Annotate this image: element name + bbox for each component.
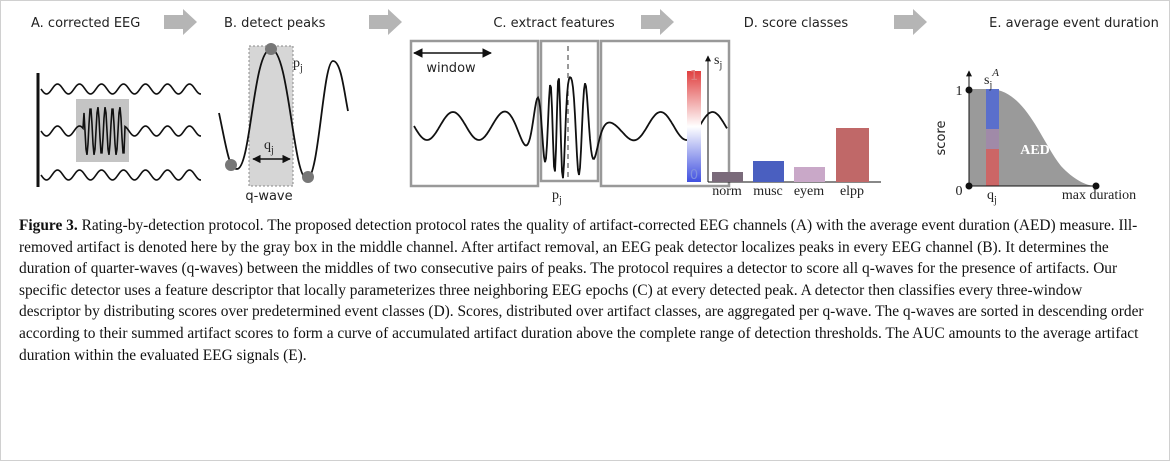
axis-dot: [965, 86, 973, 94]
panel-title: B. detect peaks: [224, 16, 326, 31]
caption-text: Rating-by-detection protocol. The propos…: [19, 217, 1144, 364]
eeg-wave: [218, 48, 349, 180]
x-end-label: max duration: [1062, 188, 1136, 203]
figure-caption: Figure 3. Rating-by-detection protocol. …: [19, 215, 1144, 366]
eeg-wave: [413, 75, 728, 179]
colorbar-tick: 0: [690, 168, 698, 183]
colorbar-tick: 1: [690, 69, 698, 84]
panel-title: E. average event duration: [989, 16, 1159, 31]
peak-label: pj: [293, 56, 303, 74]
class-label: norm: [712, 184, 742, 199]
label-base: q: [987, 188, 994, 203]
axis-dot: [965, 182, 973, 190]
label-base: p: [552, 188, 559, 203]
class-label: eyem: [794, 184, 824, 199]
q-wave-region: [248, 45, 294, 187]
score-label: sj: [714, 53, 722, 71]
score-label: sjA: [984, 67, 999, 91]
class-label: elpp: [840, 184, 864, 199]
axis-dot: [1092, 182, 1100, 190]
class-label: musc: [753, 184, 783, 199]
peak-label: pj: [552, 188, 562, 206]
x-label: qj: [987, 188, 997, 206]
score-strip: [986, 129, 999, 149]
wave-label: q-wave: [245, 189, 292, 204]
peak-dot: [302, 171, 314, 183]
caption-label: Figure 3.: [19, 217, 78, 234]
peak-dot: [265, 43, 277, 55]
window-box: [599, 39, 731, 188]
aed-area: [969, 89, 1096, 186]
window-box: [539, 39, 600, 183]
label-sub: j: [988, 80, 992, 91]
class-bar: [753, 161, 784, 182]
label-sub: j: [718, 60, 722, 71]
peak-dot: [225, 159, 237, 171]
y-tick-label: 0: [956, 184, 963, 199]
y-tick-label: 1: [956, 84, 963, 99]
label-sub: j: [558, 195, 562, 206]
panel-title: C. extract features: [493, 16, 615, 31]
label-base: s: [714, 53, 719, 68]
label-base: p: [293, 56, 300, 71]
y-axis-label: score: [934, 121, 949, 156]
window-label: window: [426, 61, 476, 76]
score-strip: [986, 149, 999, 186]
panel-title: A. corrected EEG: [31, 16, 140, 31]
interval-label: qj: [264, 138, 274, 156]
flow-arrows: [164, 9, 927, 35]
label-sub: j: [299, 63, 303, 74]
label-sup: A: [991, 67, 999, 79]
area-label: AED: [1020, 143, 1050, 158]
eeg-wave: [40, 83, 201, 95]
class-bar: [712, 172, 743, 182]
label-base: q: [264, 138, 271, 153]
figure-panels: A. corrected EEG B. detect peaks C. extr…: [31, 9, 1159, 206]
class-bar: [836, 128, 869, 182]
eeg-wave: [40, 169, 201, 181]
label-sub: j: [993, 195, 997, 206]
label-base: s: [984, 73, 989, 88]
colorbar: [687, 71, 701, 182]
panel-title: D. score classes: [744, 16, 849, 31]
score-strip: [986, 89, 999, 129]
window-box: [409, 39, 540, 188]
label-sub: j: [270, 145, 274, 156]
eeg-wave: [40, 107, 201, 155]
class-bar: [794, 167, 825, 182]
